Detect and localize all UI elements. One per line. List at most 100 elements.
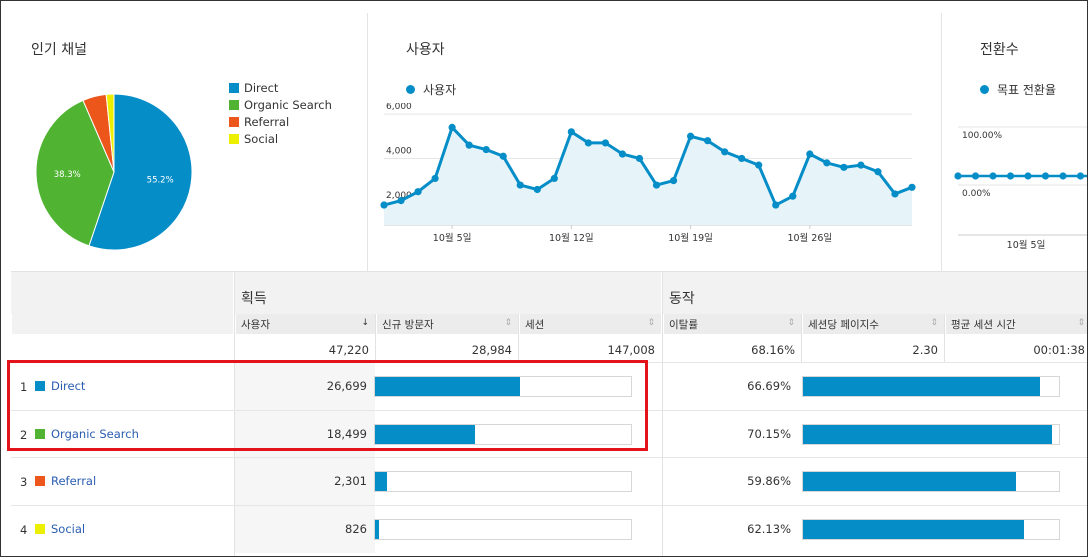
group-header-blank xyxy=(11,272,233,314)
series-dot-icon xyxy=(406,85,415,94)
row-number: 1 xyxy=(20,380,28,394)
users-point[interactable] xyxy=(601,139,610,147)
users-point[interactable] xyxy=(755,161,763,169)
conversions-point[interactable] xyxy=(971,172,980,180)
total-bounce-rate: 68.16% xyxy=(663,334,801,361)
users-point[interactable] xyxy=(397,197,405,205)
channel-link[interactable]: Organic Search xyxy=(51,426,139,441)
users-point[interactable] xyxy=(567,128,575,136)
conversions-point[interactable] xyxy=(1024,172,1032,180)
users-line-chart: 6,000 4,000 2,000 10월 5일 10월 12일 10월 19일 10월 2… xyxy=(380,103,916,244)
pie-slice-social[interactable] xyxy=(105,93,115,173)
column-divider xyxy=(518,314,519,362)
column-header-bounce-rate[interactable]: 이탈률 ⇕ xyxy=(663,314,801,334)
bounce-bar xyxy=(803,472,1016,491)
conversions-point[interactable] xyxy=(1059,172,1067,180)
users-point[interactable] xyxy=(686,132,695,140)
users-point[interactable] xyxy=(431,174,439,183)
sort-desc-icon[interactable]: ↓ xyxy=(361,318,369,328)
table-row: 4 Social 826 62.13% xyxy=(11,504,1087,553)
users-point[interactable] xyxy=(618,150,627,158)
sort-icon[interactable]: ⇕ xyxy=(787,318,795,328)
column-header-users[interactable]: 사용자 ↓ xyxy=(235,314,375,334)
conversions-point[interactable] xyxy=(954,172,962,180)
pie-slice-direct[interactable] xyxy=(88,93,193,251)
legend-item[interactable]: Organic Search xyxy=(229,96,332,113)
conversions-series-name: 목표 전환율 xyxy=(997,83,1057,97)
users-point[interactable] xyxy=(465,141,473,149)
column-header-sessions[interactable]: 세션 ⇕ xyxy=(519,314,661,334)
bounce-bar xyxy=(803,424,1053,444)
sort-icon[interactable]: ⇕ xyxy=(1077,318,1085,328)
legend-label: Social xyxy=(244,131,279,146)
channels-legend: Direct Organic Search Referral Social xyxy=(229,79,332,147)
channels-table: 획득 동작 사용자 ↓ 신규 방문자 ⇕ 세션 ⇕ 이탈률 ⇕ 세션당 페이지수 ⇕ 평균… xyxy=(11,271,1087,556)
channels-pie-chart: 55.2% 38.3% xyxy=(35,93,193,251)
legend-item[interactable]: Social xyxy=(229,130,332,147)
column-divider xyxy=(662,272,663,556)
column-header-label: 세션당 페이지수 xyxy=(808,319,879,331)
row-cell-shade xyxy=(235,505,375,553)
bounce-bar-track xyxy=(802,376,1060,397)
users-point[interactable] xyxy=(652,181,661,189)
column-header-label: 사용자 xyxy=(241,319,270,331)
users-area xyxy=(384,127,912,225)
users-point[interactable] xyxy=(550,174,558,183)
legend-swatch-icon xyxy=(229,82,239,93)
legend-label: Direct xyxy=(244,80,279,95)
users-point[interactable] xyxy=(840,163,848,171)
users-point[interactable] xyxy=(584,139,592,147)
row-number: 3 xyxy=(20,475,28,489)
users-point[interactable] xyxy=(823,159,831,167)
row-users-value: 826 xyxy=(345,521,367,536)
legend-label: Referral xyxy=(244,114,290,129)
users-point[interactable] xyxy=(891,190,899,198)
conversions-point[interactable] xyxy=(1076,172,1085,180)
row-users-value: 18,499 xyxy=(326,426,367,441)
sort-icon[interactable]: ⇕ xyxy=(504,318,512,328)
users-point[interactable] xyxy=(533,185,541,194)
users-point[interactable] xyxy=(704,137,712,145)
users-point[interactable] xyxy=(499,152,507,160)
users-point[interactable] xyxy=(721,148,729,156)
column-divider xyxy=(375,314,376,362)
pie-slice-label: 55.2% xyxy=(147,176,174,186)
channel-link[interactable]: Referral xyxy=(51,474,97,488)
users-point[interactable] xyxy=(448,123,456,131)
channel-link[interactable]: Direct xyxy=(51,379,86,393)
users-point[interactable] xyxy=(669,177,678,185)
column-header-avg-session-duration[interactable]: 평균 세션 시간 ⇕ xyxy=(945,314,1087,334)
channel-link[interactable]: Social xyxy=(51,521,86,536)
channels-card-title: 인기 채널 xyxy=(31,42,87,58)
conversions-point[interactable] xyxy=(1041,172,1050,180)
users-point[interactable] xyxy=(482,145,490,154)
column-divider xyxy=(944,314,945,362)
users-point[interactable] xyxy=(857,161,865,169)
column-header-pages-per-session[interactable]: 세션당 페이지수 ⇕ xyxy=(802,314,944,334)
users-point[interactable] xyxy=(516,181,524,189)
users-bar-track xyxy=(374,376,632,397)
sort-icon[interactable]: ⇕ xyxy=(930,318,938,328)
bounce-bar-track xyxy=(802,471,1060,492)
users-point[interactable] xyxy=(380,201,388,209)
users-point[interactable] xyxy=(874,168,882,176)
legend-item[interactable]: Referral xyxy=(229,113,332,130)
legend-swatch-icon xyxy=(229,133,239,144)
users-point[interactable] xyxy=(738,154,746,163)
conversions-point[interactable] xyxy=(989,172,997,180)
pie-slice-organic-search[interactable] xyxy=(35,99,115,247)
sort-icon[interactable]: ⇕ xyxy=(647,318,655,328)
column-header-new-visitors[interactable]: 신규 방문자 ⇕ xyxy=(376,314,518,334)
conversions-point[interactable] xyxy=(1006,172,1015,180)
users-point[interactable] xyxy=(772,201,780,209)
users-bar-track xyxy=(374,518,632,540)
conversions-line-chart: 100.00% 0.00% 10월 5일 xyxy=(954,126,1087,251)
channel-swatch-icon xyxy=(35,523,45,534)
legend-item[interactable]: Direct xyxy=(229,79,332,96)
users-point[interactable] xyxy=(789,192,797,200)
users-point[interactable] xyxy=(908,183,916,191)
users-point[interactable] xyxy=(635,154,644,163)
users-point[interactable] xyxy=(806,150,814,158)
y-tick-label: 6,000 xyxy=(386,103,412,112)
users-point[interactable] xyxy=(414,188,422,196)
